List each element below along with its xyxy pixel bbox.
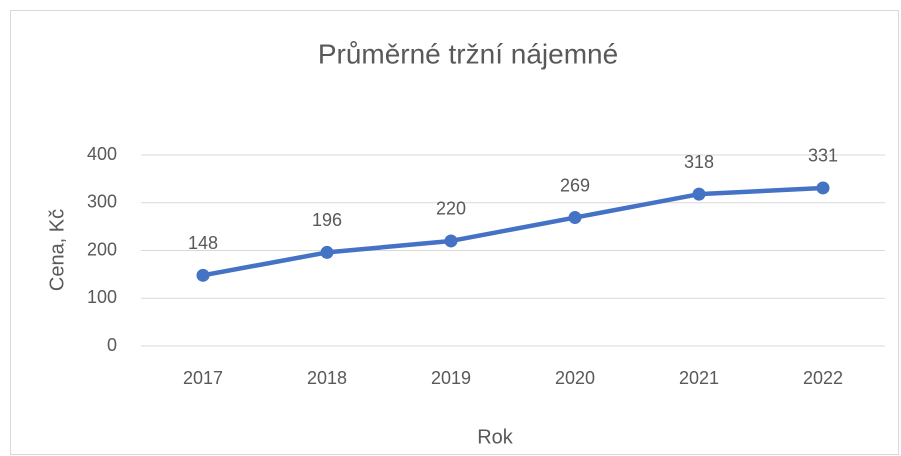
y-tick-label: 300 [87,192,117,212]
point [568,211,582,225]
data-label: 196 [312,210,342,230]
x-tick-label: 2017 [183,368,223,388]
x-axis-label: Rok [477,426,514,448]
y-tick-label: 400 [87,144,117,164]
y-tick-label: 200 [87,239,117,259]
data-label: 148 [188,233,218,253]
data-label: 220 [436,199,466,219]
point [444,234,458,248]
chart-border [10,10,899,455]
chart-title: Průměrné tržní nájemné [318,38,618,69]
y-axis-label: Cena, Kč [46,209,68,291]
point [196,268,210,282]
point [816,181,830,195]
x-tick-label: 2020 [555,368,595,388]
point [320,245,334,259]
point [692,187,706,201]
data-label: 318 [684,152,714,172]
x-tick-label: 2021 [679,368,719,388]
x-tick-label: 2019 [431,368,471,388]
x-tick-label: 2022 [803,368,843,388]
data-label: 331 [808,146,838,166]
x-tick-label: 2018 [307,368,347,388]
line [200,185,826,278]
y-tick-label: 100 [87,287,117,307]
y-tick-label: 0 [107,335,117,355]
data-label: 269 [560,175,590,195]
